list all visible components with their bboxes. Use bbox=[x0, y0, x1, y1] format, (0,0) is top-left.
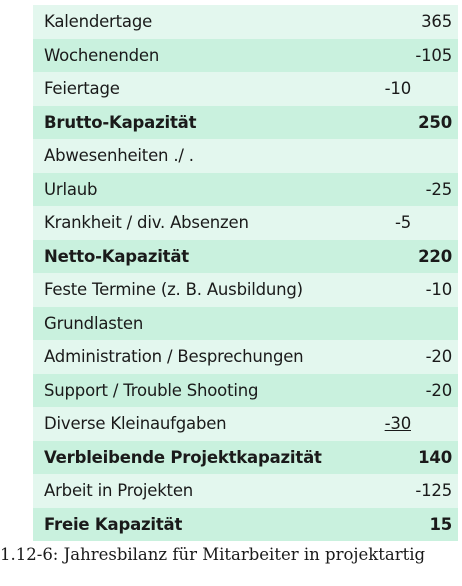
row-label: Netto-Kapazität bbox=[44, 246, 189, 266]
row-label: Feiertage bbox=[44, 79, 120, 98]
table-row: Diverse Kleinaufgaben -30 bbox=[33, 407, 458, 441]
table-row-total: Freie Kapazität 15 bbox=[33, 507, 458, 541]
table-row: Krankheit / div. Absenzen -5 bbox=[33, 206, 458, 240]
row-value: -10 bbox=[384, 79, 412, 98]
table-row: Support / Trouble Shooting -20 bbox=[33, 373, 458, 407]
row-value: -10 bbox=[425, 280, 453, 299]
table-row-subtotal: Verbleibende Projektkapazität 140 bbox=[33, 440, 458, 474]
row-label: Krankheit / div. Absenzen bbox=[44, 213, 249, 232]
row-label: Support / Trouble Shooting bbox=[44, 380, 259, 400]
row-label: Administration / Besprechungen bbox=[44, 347, 304, 366]
capacity-table: Kalendertage 365 Wochenenden -105 Feiert… bbox=[33, 5, 458, 541]
row-value: 220 bbox=[418, 246, 452, 266]
row-label: Urlaub bbox=[44, 179, 98, 199]
table-row: Abwesenheiten ./ . bbox=[33, 139, 458, 173]
row-value: 15 bbox=[429, 514, 452, 534]
row-label: Freie Kapazität bbox=[44, 514, 183, 534]
row-label: Abwesenheiten ./ . bbox=[44, 146, 194, 165]
table-row: Feste Termine (z. B. Ausbildung) -10 bbox=[33, 273, 458, 307]
row-value: -5 bbox=[394, 213, 411, 232]
table-row-subtotal: Brutto-Kapazität 250 bbox=[33, 105, 458, 139]
row-label: Kalendertage bbox=[44, 12, 153, 31]
row-value: 250 bbox=[418, 112, 452, 132]
row-value: -20 bbox=[425, 380, 453, 400]
table-row: Urlaub -25 bbox=[33, 172, 458, 206]
row-value: -25 bbox=[425, 179, 453, 199]
table-row-subtotal: Netto-Kapazität 220 bbox=[33, 239, 458, 273]
table-row: Feiertage -10 bbox=[33, 72, 458, 106]
row-label: Feste Termine (z. B. Ausbildung) bbox=[44, 280, 303, 299]
table-row: Grundlasten bbox=[33, 306, 458, 340]
table-row: Administration / Besprechungen -20 bbox=[33, 340, 458, 374]
row-label: Brutto-Kapazität bbox=[44, 112, 197, 132]
row-label: Arbeit in Projekten bbox=[44, 481, 194, 500]
row-label: Verbleibende Projektkapazität bbox=[44, 447, 322, 467]
row-value: -30 bbox=[384, 414, 412, 433]
figure-caption: 1.12-6: Jahresbilanz für Mitarbeiter in … bbox=[0, 545, 426, 564]
table-row: Kalendertage 365 bbox=[33, 5, 458, 39]
row-value: 140 bbox=[418, 447, 452, 467]
table-row: Arbeit in Projekten -125 bbox=[33, 474, 458, 508]
row-value: -105 bbox=[415, 45, 452, 65]
row-value: -125 bbox=[415, 481, 452, 500]
table-row: Wochenenden -105 bbox=[33, 38, 458, 72]
row-value: -20 bbox=[425, 347, 453, 366]
row-value: 365 bbox=[421, 12, 452, 31]
row-label: Grundlasten bbox=[44, 313, 144, 333]
row-label: Diverse Kleinaufgaben bbox=[44, 414, 227, 433]
row-label: Wochenenden bbox=[44, 45, 160, 65]
